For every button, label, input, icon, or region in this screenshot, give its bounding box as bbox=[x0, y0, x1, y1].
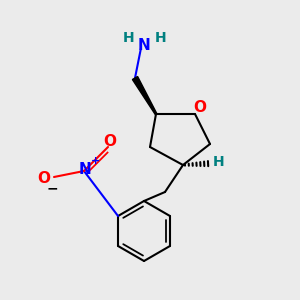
Text: H: H bbox=[123, 31, 135, 44]
Text: N: N bbox=[138, 38, 150, 52]
Text: +: + bbox=[91, 155, 100, 166]
Text: H: H bbox=[155, 31, 166, 44]
Text: O: O bbox=[193, 100, 206, 116]
Text: N: N bbox=[79, 162, 92, 177]
Text: −: − bbox=[47, 182, 58, 195]
Text: H: H bbox=[213, 155, 225, 169]
Text: O: O bbox=[37, 171, 50, 186]
Polygon shape bbox=[132, 76, 157, 115]
Text: O: O bbox=[103, 134, 116, 148]
